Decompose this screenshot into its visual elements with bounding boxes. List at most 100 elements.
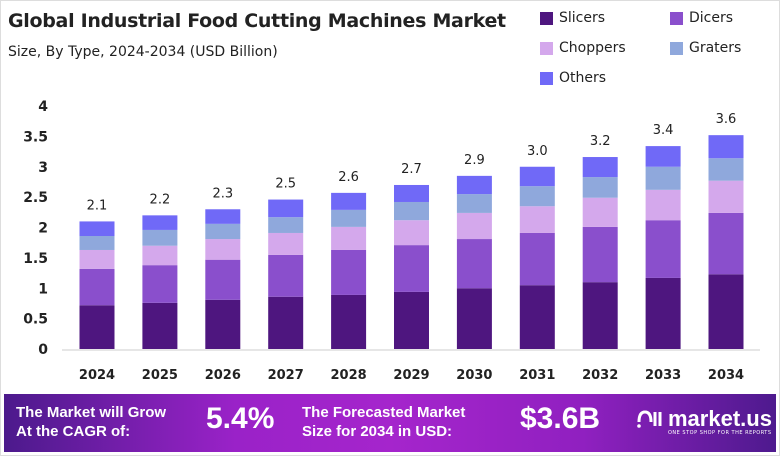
total-label: 2.2 [150, 192, 171, 207]
x-tick-label: 2027 [268, 368, 304, 383]
bar-segment-graters [268, 217, 304, 233]
bar-segment-slicers [708, 274, 744, 349]
bar-segment-others [456, 175, 492, 195]
legend-label: Graters [689, 40, 742, 56]
bar-segment-graters [394, 201, 429, 221]
x-tick-label: 2028 [331, 368, 367, 383]
y-tick-label: 2.5 [23, 190, 48, 206]
y-tick-label: 0.5 [23, 312, 48, 328]
bar-segment-dicers [708, 212, 744, 275]
bar-segment-others [79, 221, 115, 237]
bar-segment-dicers [582, 226, 618, 283]
forecast-label-line: Size for 2034 in USD: [302, 423, 453, 440]
logo-text: market.us [668, 406, 772, 431]
bar-segment-slicers [79, 305, 115, 349]
market-us-logo: market.us [636, 406, 772, 432]
forecast-value: $3.6B [520, 402, 601, 435]
chart-title: Global Industrial Food Cutting Machines … [8, 10, 506, 32]
bar-segment-graters [519, 186, 555, 207]
bar-segment-choppers [582, 197, 618, 227]
bar-segment-dicers [645, 220, 681, 278]
y-tick-label: 4 [38, 99, 48, 115]
legend-label: Others [559, 70, 607, 86]
bar-segment-choppers [79, 249, 115, 269]
cagr-label-line: The Market will Grow [16, 404, 167, 421]
x-tick-label: 2029 [393, 368, 429, 383]
total-label: 3.0 [527, 144, 548, 159]
total-label: 2.3 [212, 186, 233, 201]
legend-swatch [540, 71, 553, 85]
legend-label: Slicers [559, 10, 606, 26]
x-tick-label: 2025 [142, 368, 178, 383]
total-label: 2.1 [87, 198, 108, 213]
forecast-label-line: The Forecasted Market [302, 404, 466, 421]
bar-segment-choppers [645, 189, 681, 221]
bar-segment-others [519, 166, 555, 187]
bar-segment-dicers [519, 232, 555, 286]
bar-segment-others [205, 209, 241, 224]
bar-segment-graters [205, 223, 241, 240]
bar-segment-dicers [331, 249, 367, 295]
bar-segment-graters [331, 209, 367, 227]
bar-segment-choppers [708, 180, 744, 213]
bar-segment-graters [79, 236, 115, 250]
legend-label: Choppers [559, 40, 626, 56]
bar-segment-others [142, 215, 178, 230]
bar-segment-choppers [519, 206, 555, 233]
legend-swatch [540, 11, 553, 25]
total-label: 3.6 [716, 112, 737, 127]
bar-segment-slicers [331, 294, 367, 349]
legend-item: Choppers [540, 40, 626, 56]
logo-icon [637, 410, 662, 428]
total-label: 3.4 [653, 123, 674, 138]
legend-item: Dicers [670, 10, 733, 26]
y-tick-label: 1.5 [23, 251, 48, 267]
total-label: 2.5 [275, 177, 296, 192]
cagr-value: 5.4% [206, 402, 275, 435]
bar-segment-slicers [394, 291, 429, 349]
bar-segment-choppers [394, 220, 429, 246]
legend-swatch [670, 11, 683, 25]
legend-item: Graters [670, 40, 741, 56]
x-tick-label: 2034 [708, 368, 744, 383]
chart-plot: 0 0.5 1 1.5 2 2.5 3 3.5 4 2.1 2024 2.2 2025 2.3 2026 2.… [23, 99, 760, 383]
bar-segment-slicers [142, 302, 178, 349]
bar-segment-choppers [142, 245, 178, 266]
bar-segment-choppers [205, 239, 241, 260]
cagr-label: The Market will Grow At the CAGR of: [16, 403, 166, 441]
bar-segment-others [708, 135, 744, 159]
bar-segment-others [268, 199, 304, 218]
forecast-label: The Forecasted Market Size for 2034 in US… [302, 403, 465, 441]
bar-segment-graters [645, 166, 681, 190]
bar-segment-dicers [394, 245, 429, 292]
legend-swatch [540, 41, 553, 55]
bar-segment-choppers [268, 232, 304, 255]
bar-segment-others [582, 157, 618, 178]
total-label: 2.9 [464, 153, 485, 168]
bar-segment-graters [456, 194, 492, 213]
x-tick-label: 2033 [645, 368, 681, 383]
bar-segment-choppers [456, 212, 492, 240]
bar-segment-dicers [456, 239, 492, 289]
y-tick-label: 3.5 [23, 129, 48, 145]
bar-segment-choppers [331, 226, 367, 250]
bar-segment-slicers [268, 296, 304, 349]
legend-label: Dicers [689, 10, 734, 26]
bar-segment-graters [142, 229, 178, 246]
footer-banner: The Market will Grow At the CAGR of: 5.4%… [4, 394, 776, 452]
y-tick-label: 1 [38, 281, 48, 297]
cagr-label-line: At the CAGR of: [16, 423, 131, 440]
total-label: 2.6 [338, 170, 359, 185]
legend-swatch [670, 41, 683, 55]
y-tick-label: 3 [38, 160, 48, 176]
logo-tagline: ONE STOP SHOP FOR THE REPORTS [668, 430, 772, 436]
x-tick-label: 2026 [205, 368, 241, 383]
bar-segment-slicers [582, 282, 618, 349]
bar-segment-others [331, 192, 367, 210]
bar-segment-dicers [79, 268, 115, 306]
x-tick-label: 2030 [456, 368, 492, 383]
bar-segment-dicers [205, 259, 241, 300]
bar-segment-slicers [205, 299, 241, 349]
x-tick-label: 2024 [79, 368, 115, 383]
y-tick-label: 0 [38, 342, 48, 358]
